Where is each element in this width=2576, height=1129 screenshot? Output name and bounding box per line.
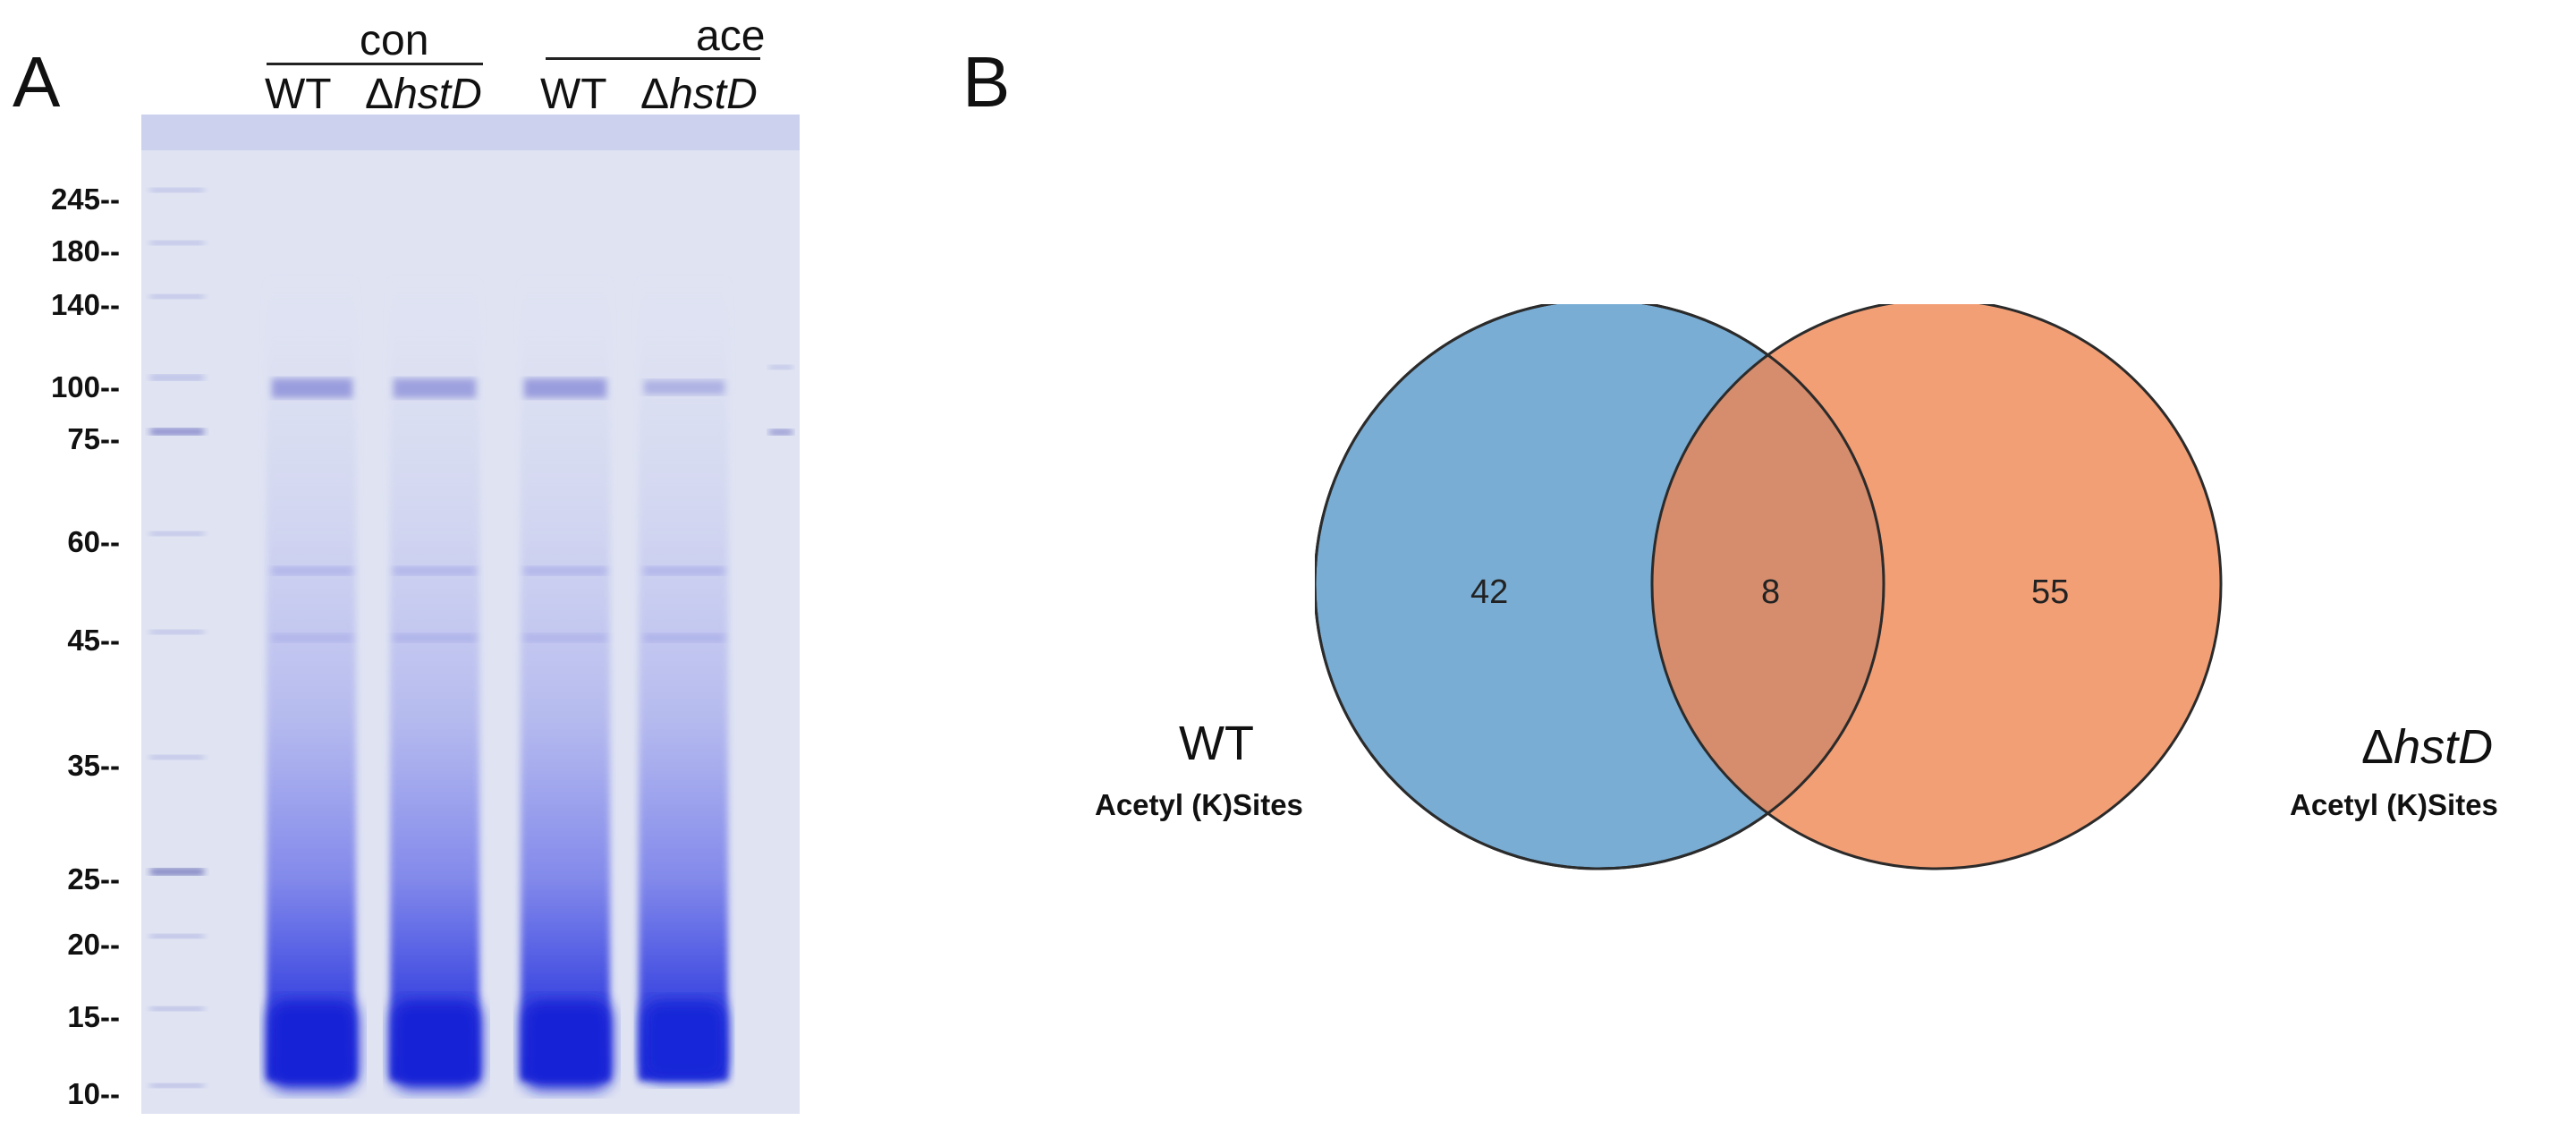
lane-label-ace-wt: WT [540,71,607,118]
panel-a-letter: A [13,42,61,122]
panel-b-letter: B [962,42,1011,122]
lane-label-con-wt: WT [265,71,332,118]
marker-100: 100-- [50,370,120,403]
marker-25: 25-- [67,862,120,896]
group-line-ace [546,57,760,60]
marker-140: 140-- [50,288,120,321]
marker-35: 35-- [67,749,120,782]
group-line-con [267,63,483,65]
venn-circle-hstd [1650,304,2223,870]
marker-15: 15-- [67,1000,120,1033]
marker-45: 45-- [67,624,120,657]
lane-label-ace-hstd: ΔhstD [640,71,758,118]
venn-sublabel-wt: Acetyl (K)Sites [1095,788,1303,821]
venn-label-hstd: ΔhstD [2361,720,2494,774]
lane-label-con-hstd: ΔhstD [365,71,482,118]
group-label-ace: ace [696,13,766,60]
venn-count-hstd-only: 55 [2031,573,2070,611]
marker-10: 10-- [67,1077,120,1110]
marker-60: 60-- [67,525,120,558]
sds-page-gel [141,115,800,1114]
venn-count-wt-only: 42 [1470,573,1509,611]
marker-75: 75-- [67,422,120,455]
group-label-con: con [360,17,429,64]
venn-sublabel-hstd: Acetyl (K)Sites [2290,788,2498,821]
venn-count-intersection: 8 [1761,573,1781,611]
marker-245: 245-- [50,183,120,216]
sample-lanes [267,276,728,1090]
marker-180: 180-- [50,234,120,267]
venn-label-wt: WT [1179,717,1254,770]
marker-20: 20-- [67,928,120,961]
ladder-lane [150,188,204,1088]
venn-diagram [1315,304,2223,870]
